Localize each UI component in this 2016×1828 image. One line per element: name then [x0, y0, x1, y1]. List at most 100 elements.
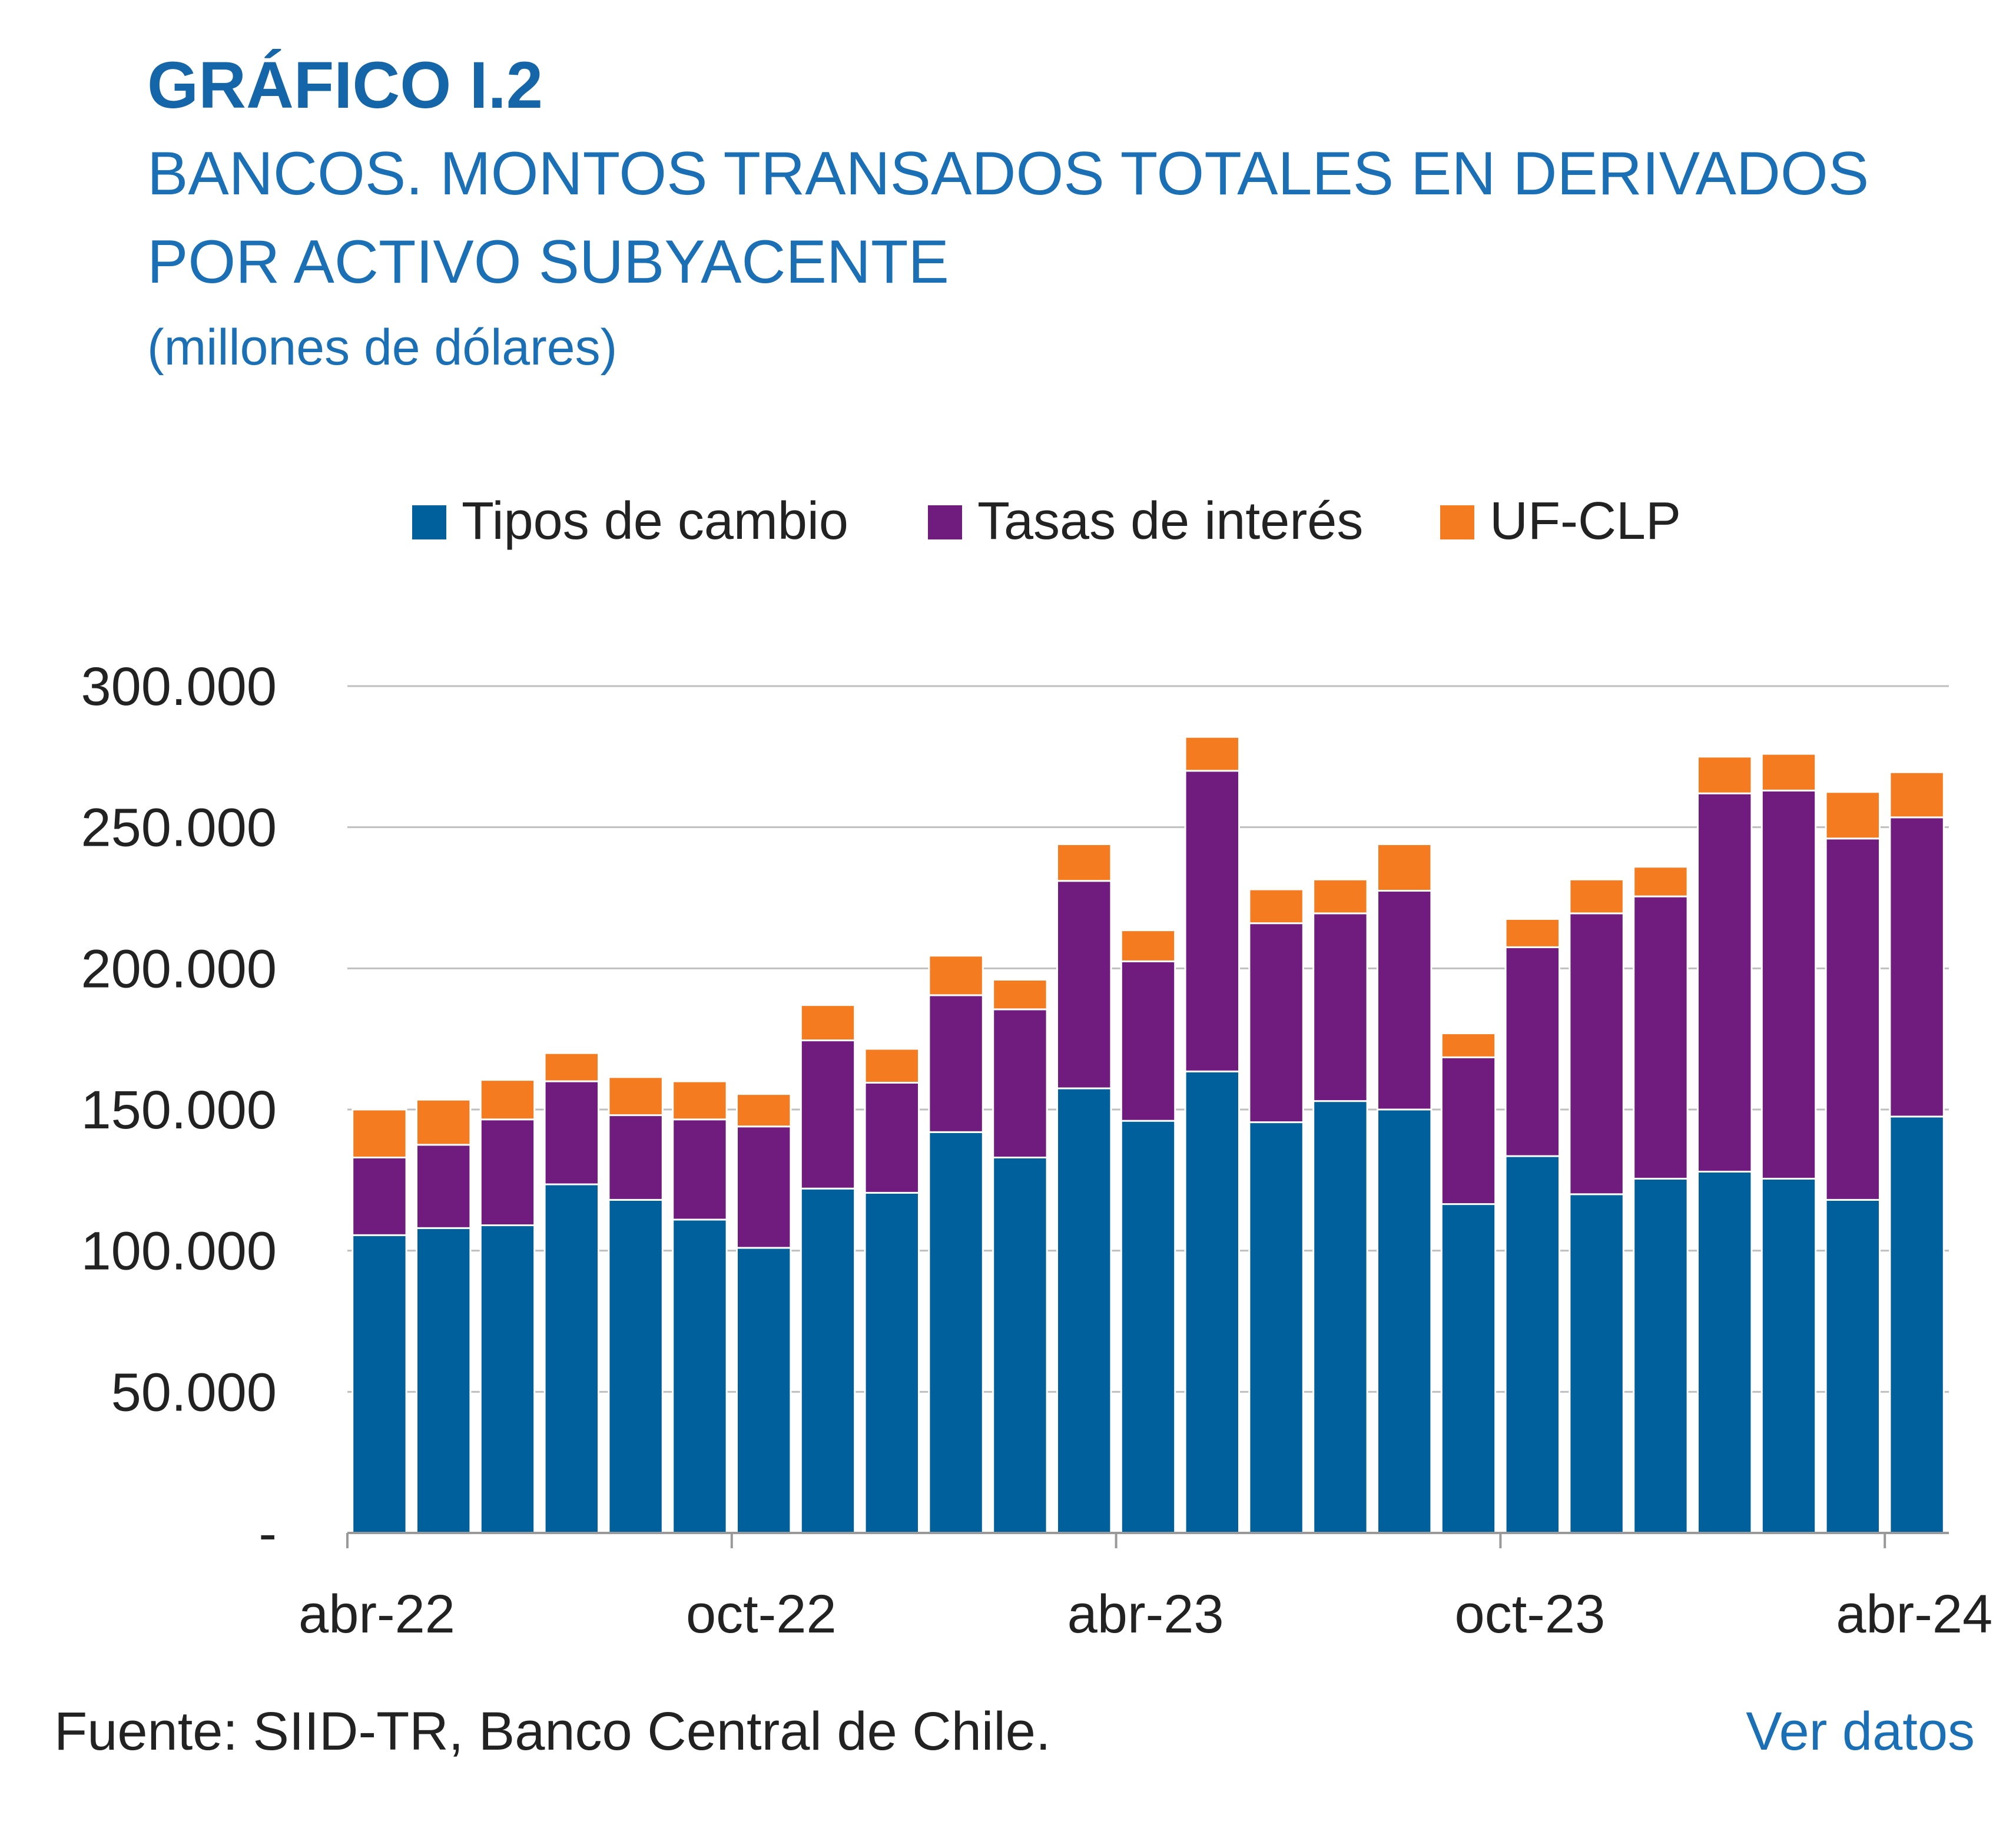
bar-tasas-de-inter-s-ene-24	[1697, 792, 1753, 1173]
bar-stack-sep-22	[672, 1080, 728, 1534]
y-tick-label-6: 300.000	[81, 657, 277, 717]
bar-tasas-de-inter-s-may-23	[1184, 770, 1240, 1072]
bar-tipos-de-cambio-feb-24	[1760, 1177, 1817, 1534]
bar-tasas-de-inter-s-ago-22	[608, 1114, 664, 1201]
legend-label-tasas-de-interes: Tasas de interés	[977, 492, 1364, 551]
bar-tasas-de-inter-s-may-22	[416, 1144, 472, 1229]
bar-stack-jun-22	[479, 1079, 536, 1534]
bar-tasas-de-inter-s-sep-22	[672, 1118, 728, 1221]
bar-stack-ago-22	[608, 1076, 664, 1534]
bar-tipos-de-cambio-dic-23	[1633, 1177, 1689, 1534]
axes: - 50.000 100.000 150.000 200.000 250.000 300.0…	[81, 657, 1992, 1644]
x-tick-label-abr-22: abr-22	[299, 1584, 455, 1644]
bar-uf-clp-feb-24	[1760, 753, 1817, 792]
legend-swatch-uf-clp	[1440, 505, 1474, 539]
y-tick-label-0: -	[258, 1504, 277, 1564]
bar-tipos-de-cambio-ene-23	[928, 1131, 984, 1534]
bar-tipos-de-cambio-oct-23	[1504, 1155, 1560, 1534]
chart-units: (millones de dólares)	[147, 319, 618, 376]
bar-tipos-de-cambio-ago-23	[1377, 1108, 1433, 1534]
bar-uf-clp-jul-22	[543, 1052, 599, 1082]
bar-uf-clp-sep-23	[1440, 1032, 1497, 1058]
bar-tipos-de-cambio-abr-24	[1889, 1115, 1945, 1534]
source-note: Fuente: SIID-TR, Banco Central de Chile.	[54, 1701, 1051, 1761]
bar-stack-dic-23	[1633, 866, 1689, 1534]
bar-tasas-de-inter-s-feb-23	[992, 1008, 1048, 1158]
bar-tasas-de-inter-s-oct-23	[1504, 946, 1560, 1157]
bar-tasas-de-inter-s-ene-23	[928, 994, 984, 1133]
bar-uf-clp-abr-23	[1120, 929, 1176, 962]
bar-tipos-de-cambio-feb-23	[992, 1156, 1048, 1534]
y-tick-label-1: 50.000	[111, 1362, 277, 1422]
bar-tipos-de-cambio-jul-23	[1312, 1100, 1368, 1534]
bar-tasas-de-inter-s-jul-23	[1312, 912, 1368, 1102]
bar-stack-abr-24	[1889, 771, 1945, 1534]
view-data-link[interactable]: Ver datos	[1746, 1701, 1975, 1761]
bar-tipos-de-cambio-oct-22	[736, 1247, 792, 1534]
bar-uf-clp-jul-23	[1312, 878, 1368, 915]
bar-stack-abr-22	[352, 1108, 407, 1534]
bar-uf-clp-abr-24	[1889, 771, 1945, 819]
bar-stack-may-22	[416, 1098, 472, 1534]
bar-uf-clp-dic-22	[864, 1048, 920, 1084]
bar-tasas-de-inter-s-mar-24	[1825, 837, 1881, 1201]
bar-tipos-de-cambio-jun-23	[1248, 1121, 1304, 1534]
bar-uf-clp-oct-23	[1504, 918, 1560, 948]
bar-uf-clp-abr-22	[352, 1108, 407, 1158]
bar-tasas-de-inter-s-jun-22	[479, 1118, 536, 1227]
stacked-bar-chart: - 50.000 100.000 150.000 200.000 250.000 300.0…	[81, 657, 1992, 1644]
legend-swatch-tasas-de-interes	[928, 505, 962, 539]
bar-uf-clp-jun-22	[479, 1079, 536, 1121]
bar-tasas-de-inter-s-ago-23	[1377, 890, 1433, 1111]
bar-stack-jun-23	[1248, 888, 1304, 1534]
bar-tasas-de-inter-s-jun-23	[1248, 922, 1304, 1124]
bar-tipos-de-cambio-abr-22	[352, 1234, 407, 1534]
chart-title-line-1: BANCOS. MONTOS TRANSADOS TOTALES EN DERI…	[147, 140, 1869, 208]
legend-swatch-tipos-de-cambio	[412, 505, 446, 539]
bar-tasas-de-inter-s-abr-23	[1120, 960, 1176, 1122]
x-tick-label-oct-23: oct-23	[1455, 1584, 1606, 1644]
bar-stack-ene-24	[1697, 756, 1753, 1534]
bar-uf-clp-ago-22	[608, 1076, 664, 1117]
bar-stack-may-23	[1184, 736, 1240, 1534]
bar-tasas-de-inter-s-sep-23	[1440, 1056, 1497, 1206]
bar-uf-clp-ene-23	[928, 955, 984, 996]
bar-tasas-de-inter-s-nov-22	[800, 1039, 856, 1190]
x-tick-label-abr-24: abr-24	[1836, 1584, 1992, 1644]
bar-uf-clp-nov-23	[1569, 878, 1624, 915]
y-tick-label-4: 200.000	[81, 939, 277, 999]
bar-tipos-de-cambio-ene-24	[1697, 1170, 1753, 1534]
bar-tasas-de-inter-s-abr-24	[1889, 816, 1945, 1118]
bar-tasas-de-inter-s-nov-23	[1569, 912, 1624, 1196]
chart-legend: Tipos de cambio Tasas de interés UF-CLP	[0, 483, 2016, 559]
bar-uf-clp-ene-24	[1697, 756, 1753, 794]
bar-uf-clp-mar-24	[1825, 791, 1881, 840]
bar-stack-oct-22	[736, 1093, 792, 1534]
bar-stack-dic-22	[864, 1048, 920, 1534]
bar-uf-clp-may-23	[1184, 736, 1240, 772]
y-tick-label-3: 150.000	[81, 1080, 277, 1140]
chart-title-line-2: POR ACTIVO SUBYACENTE	[147, 228, 949, 296]
bar-stack-sep-23	[1440, 1032, 1497, 1534]
bar-stack-ene-23	[928, 955, 984, 1534]
y-tick-label-2: 100.000	[81, 1221, 277, 1281]
chart-number: GRÁFICO I.2	[147, 48, 543, 122]
bar-tipos-de-cambio-may-22	[416, 1227, 472, 1534]
bar-uf-clp-sep-22	[672, 1080, 728, 1121]
bar-stack-nov-22	[800, 1004, 856, 1534]
bar-tasas-de-inter-s-dic-22	[864, 1081, 920, 1194]
bar-uf-clp-oct-22	[736, 1093, 792, 1128]
bar-stack-feb-24	[1760, 753, 1817, 1534]
bar-stack-abr-23	[1120, 929, 1176, 1534]
bar-tasas-de-inter-s-abr-22	[352, 1156, 407, 1236]
bar-stack-feb-23	[992, 979, 1048, 1534]
bar-stack-jul-23	[1312, 878, 1368, 1534]
bar-tipos-de-cambio-nov-22	[800, 1187, 856, 1534]
bar-uf-clp-jun-23	[1248, 888, 1304, 925]
bar-tasas-de-inter-s-feb-24	[1760, 789, 1817, 1180]
bar-uf-clp-feb-23	[992, 979, 1048, 1011]
bar-uf-clp-may-22	[416, 1098, 472, 1146]
bar-uf-clp-mar-23	[1056, 843, 1112, 882]
bar-uf-clp-dic-23	[1633, 866, 1689, 898]
bar-uf-clp-ago-23	[1377, 843, 1433, 892]
